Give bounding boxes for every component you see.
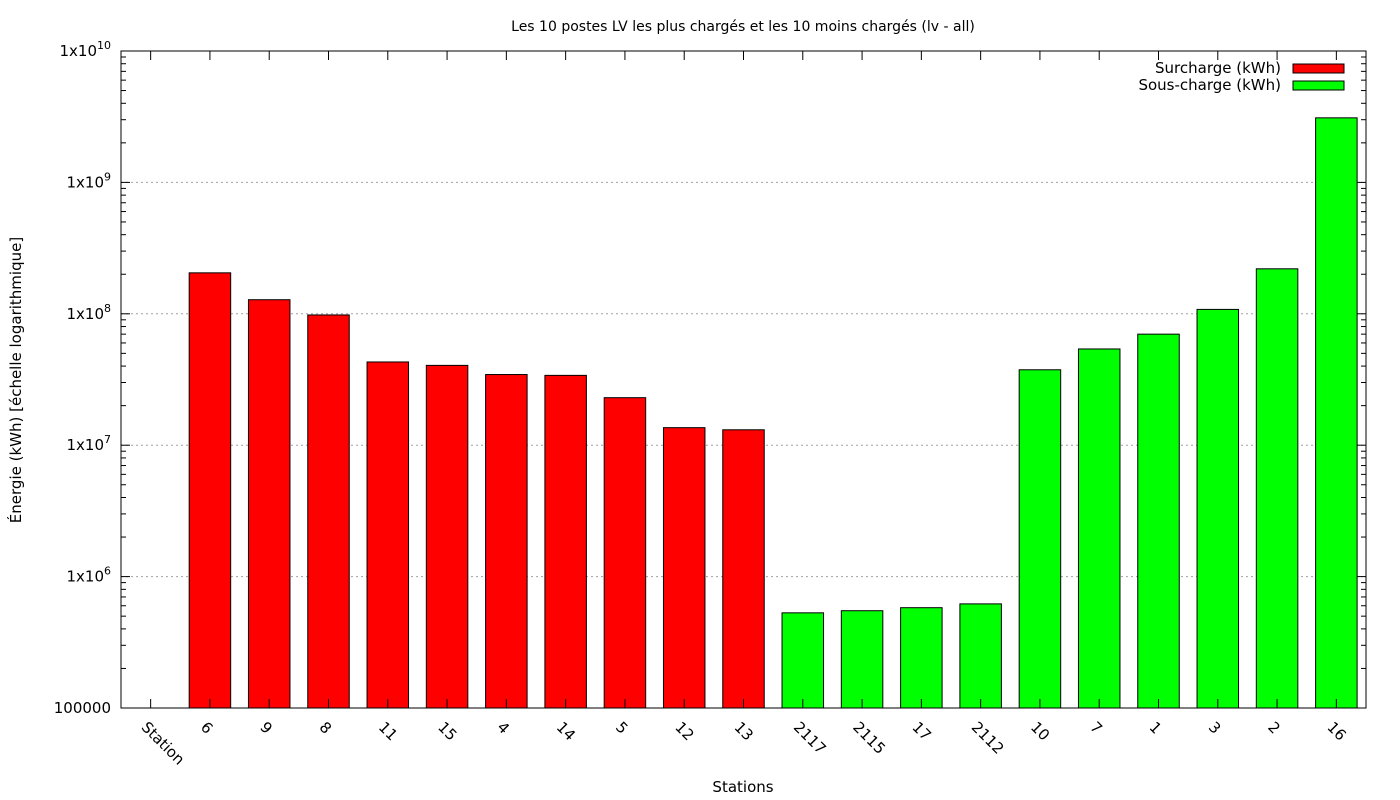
bar bbox=[485, 374, 528, 709]
x-tick-label: 3 bbox=[1205, 718, 1224, 737]
bar bbox=[1137, 333, 1180, 709]
bar bbox=[1077, 348, 1121, 709]
bar bbox=[247, 299, 291, 709]
x-tick-label: 16 bbox=[1324, 718, 1350, 744]
bar bbox=[188, 272, 232, 709]
x-tick-label: 17 bbox=[909, 718, 935, 744]
axis-ticks bbox=[121, 50, 1366, 709]
bar bbox=[722, 429, 765, 709]
y-tick-label: 1x107 bbox=[66, 433, 111, 454]
x-tick-label: 6 bbox=[197, 718, 216, 737]
x-tick-label: 2115 bbox=[849, 718, 889, 758]
legend: Surcharge (kWh)Sous-charge (kWh) bbox=[1138, 59, 1345, 94]
x-tick-label: 12 bbox=[671, 718, 697, 744]
x-tick-label: 15 bbox=[434, 718, 460, 744]
bar bbox=[603, 397, 647, 709]
y-tick-label: 1x108 bbox=[66, 302, 111, 323]
y-tick-label: 1x106 bbox=[66, 565, 111, 586]
bar bbox=[544, 374, 587, 709]
y-tick-label: 1x1010 bbox=[59, 39, 111, 60]
x-tick-labels: Station 6 9 8 11 15 4 14 5 12 13 2117 2115 17 2112 10 7 1… bbox=[138, 718, 1350, 768]
x-tick-label: Station bbox=[138, 718, 188, 768]
x-tick-label: 9 bbox=[256, 718, 275, 737]
legend-label: Surcharge (kWh) bbox=[1155, 59, 1281, 77]
chart-title: Les 10 postes LV les plus chargés et les… bbox=[511, 19, 975, 35]
x-tick-label: 14 bbox=[553, 718, 579, 744]
bar bbox=[662, 427, 706, 709]
x-tick-label: 7 bbox=[1086, 718, 1105, 737]
x-tick-label: 4 bbox=[494, 718, 513, 737]
bars bbox=[188, 117, 1358, 709]
bar bbox=[1255, 268, 1299, 709]
legend-swatch bbox=[1292, 63, 1345, 74]
x-tick-label: 10 bbox=[1027, 718, 1053, 744]
bar bbox=[307, 314, 350, 709]
y-tick-label: 1x109 bbox=[66, 170, 111, 191]
legend-label: Sous-charge (kWh) bbox=[1138, 76, 1281, 94]
legend-swatch bbox=[1292, 80, 1345, 91]
y-axis-label: Énergie (kWh) [échelle logarithmique] bbox=[6, 237, 25, 523]
bar bbox=[959, 603, 1002, 709]
x-tick-label: 1 bbox=[1146, 718, 1165, 737]
bar bbox=[1196, 308, 1240, 709]
bar bbox=[366, 361, 410, 709]
bar bbox=[840, 610, 884, 709]
x-tick-label: 13 bbox=[731, 718, 757, 744]
x-tick-label: 2 bbox=[1264, 718, 1283, 737]
x-tick-label: 2112 bbox=[968, 718, 1008, 758]
y-tick-labels: 100000 1x106 1x107 1x108 1x109 1x1010 bbox=[54, 39, 111, 717]
x-axis-label: Stations bbox=[712, 778, 773, 796]
x-tick-label: 5 bbox=[612, 718, 631, 737]
bar bbox=[425, 364, 469, 709]
bar bbox=[1315, 117, 1358, 709]
y-tick-label: 100000 bbox=[54, 699, 111, 717]
bar bbox=[781, 612, 825, 709]
x-tick-label: 8 bbox=[316, 718, 335, 737]
bar bbox=[900, 607, 943, 709]
bar bbox=[1018, 369, 1062, 709]
x-tick-label: 11 bbox=[375, 718, 401, 744]
x-tick-label: 2117 bbox=[790, 718, 830, 758]
